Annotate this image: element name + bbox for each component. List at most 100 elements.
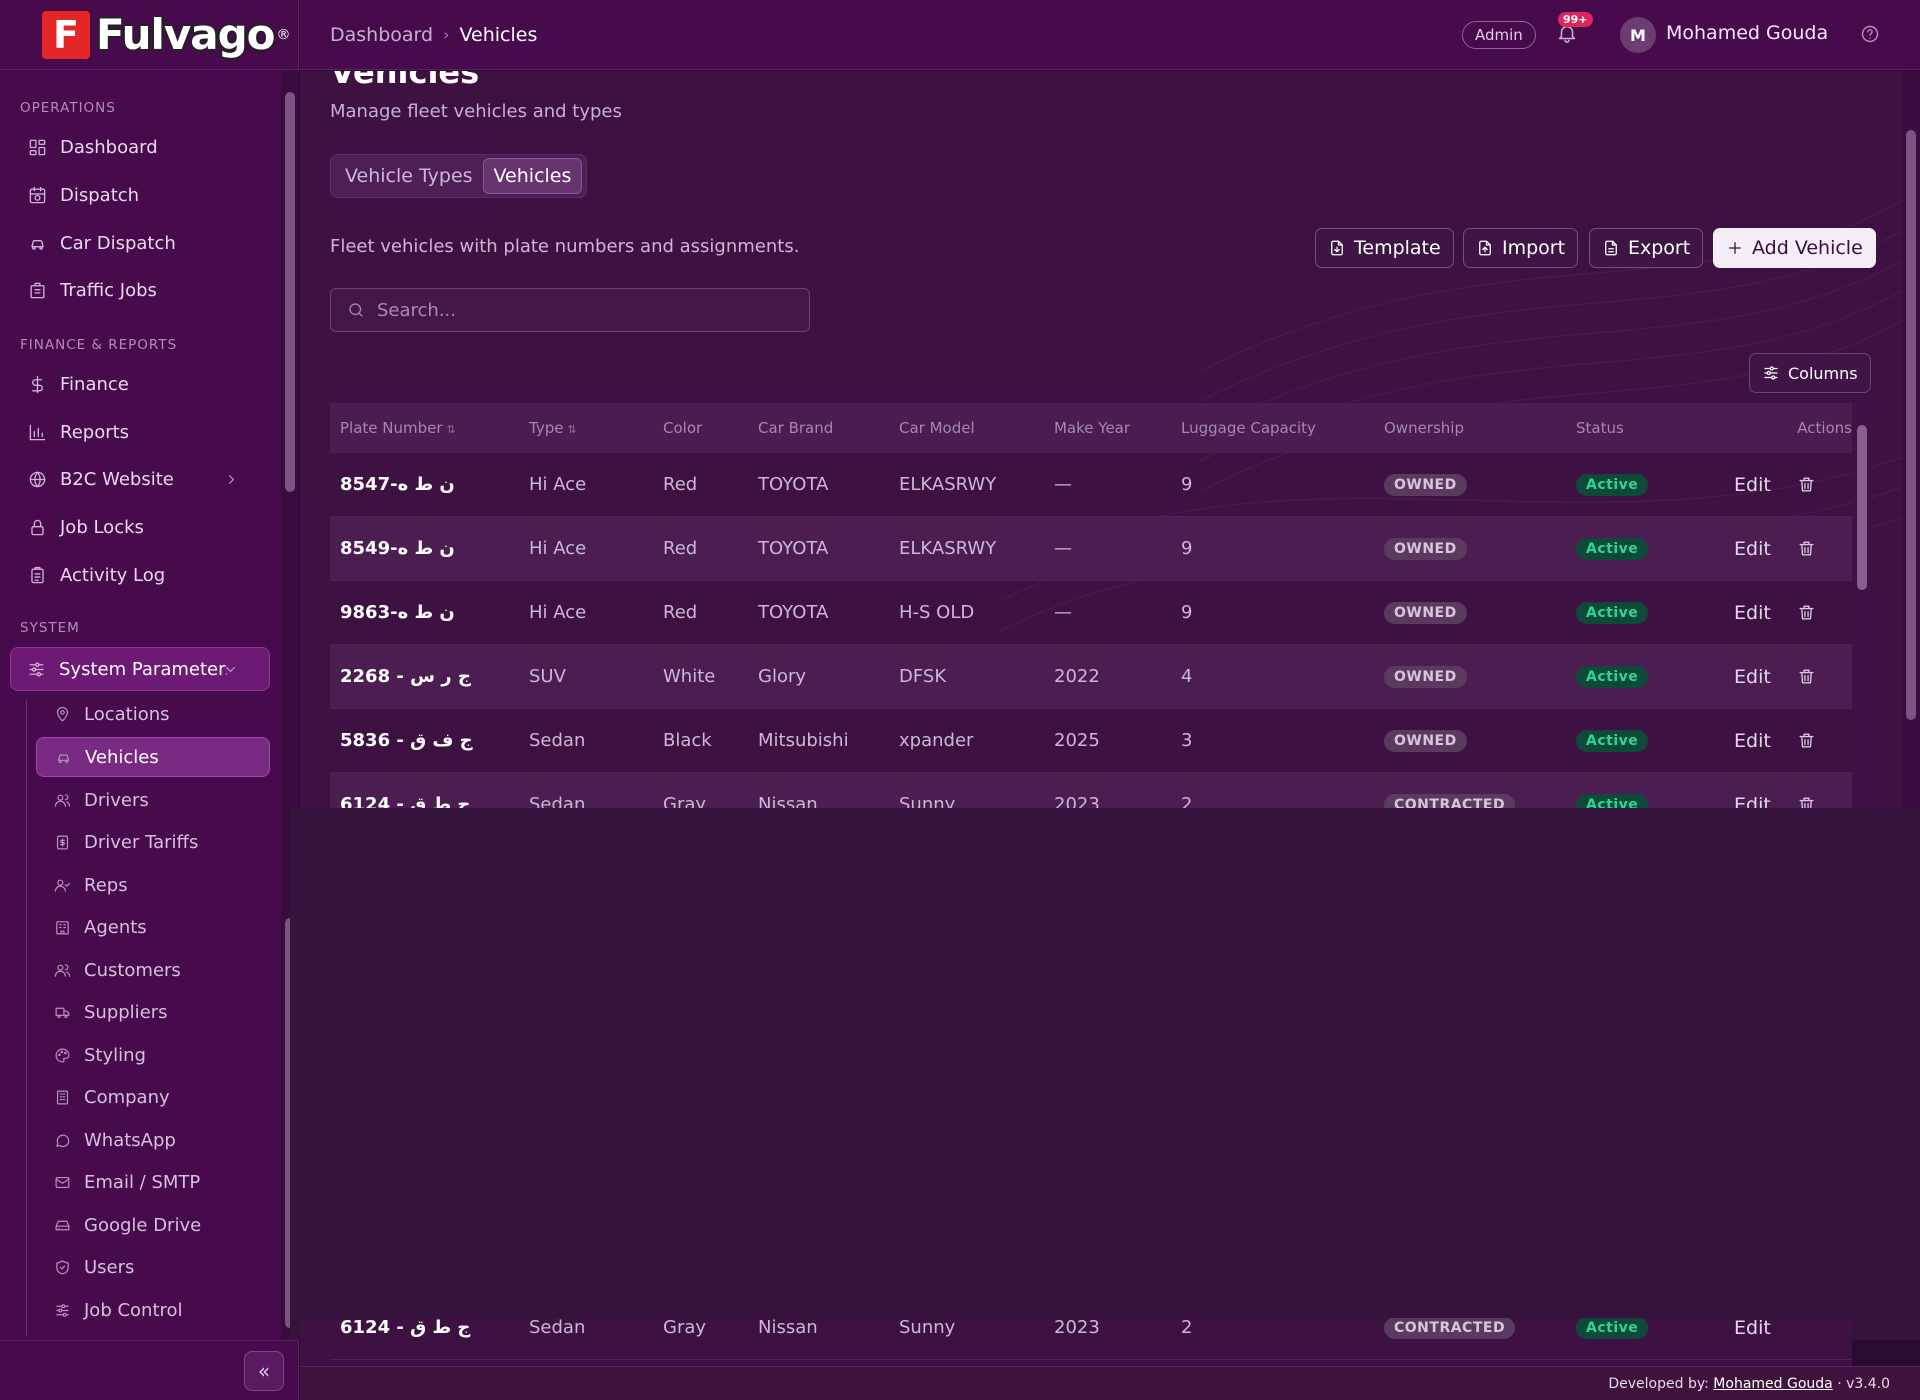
main-scroll-thumb[interactable] [1906,130,1916,720]
table-scroll-thumb[interactable] [1857,425,1867,590]
user-name[interactable]: Mohamed Gouda [1666,22,1829,44]
table-row[interactable]: 6124 - ج ط ق Sedan Gray Nissan Sunny 202… [330,1318,1852,1360]
edit-link[interactable]: Edit [1734,601,1771,624]
add-vehicle-button[interactable]: Add Vehicle [1713,228,1876,268]
logo-mark: F [42,10,90,59]
sidebar-scroll-thumb[interactable] [285,92,295,492]
sidebar-item-dashboard[interactable]: Dashboard [12,127,270,167]
sidebar-item-car-dispatch[interactable]: Car Dispatch [12,223,270,263]
sidebar-subitem-whatsapp[interactable]: WhatsApp [36,1120,270,1160]
trash-icon[interactable] [1797,603,1816,622]
cell-type: Hi Ace [529,538,587,559]
edit-link[interactable]: Edit [1734,729,1771,752]
bell-icon[interactable] [1556,22,1578,44]
file-upload-icon [1476,239,1494,257]
sidebar-subitem-users[interactable]: Users [36,1247,270,1287]
sidebar-subitem-customers[interactable]: Customers [36,950,270,990]
logo[interactable]: F Fulvago ® [0,0,298,70]
search-input[interactable] [377,299,777,321]
edit-link[interactable]: Edit [1734,537,1771,560]
cell-ownership: OWNED [1374,729,1566,752]
sidebar-item-b2c-website[interactable]: B2C Website [12,459,270,499]
table-row[interactable]: 8547-ن ط ه Hi Ace Red TOYOTA ELKASRWY — 9 OWNED… [330,453,1852,517]
column-header-plate[interactable]: Plate Number ⇅ [330,419,519,437]
sidebar-subitem-label: Users [84,1256,135,1278]
sidebar-subitem-email-smtp[interactable]: Email / SMTP [36,1162,270,1202]
table-row[interactable]: 2268 - ج ر س SUV White Glory DFSK 2022 4 OWNED A… [330,645,1852,709]
collapse-sidebar-button[interactable]: « [244,1351,284,1391]
table-body: 8547-ن ط ه Hi Ace Red TOYOTA ELKASRWY — 9 OWNED… [330,453,1852,808]
trash-icon[interactable] [1797,475,1816,494]
table-row[interactable]: 5836 - ج ف ق Sedan Black Mitsubishi xpander 2… [330,709,1852,773]
cell-color: Red [663,538,698,559]
sidebar-subitem-job-control[interactable]: Job Control [36,1290,270,1330]
tab-vehicle-types[interactable]: Vehicle Types [345,165,473,187]
trash-icon[interactable] [1797,795,1816,808]
sort-icon[interactable]: ⇅ [446,423,456,436]
column-header-type[interactable]: Type ⇅ [519,419,653,437]
cell-color: Red [663,474,698,495]
trash-icon[interactable] [1797,539,1816,558]
cell-ownership: OWNED [1374,665,1566,688]
registered-mark: ® [276,26,291,43]
trash-icon[interactable] [1797,667,1816,686]
chevron-right-icon [220,472,242,487]
sidebar-item-traffic-jobs[interactable]: Traffic Jobs [12,270,270,310]
sidebar-subitem-agents[interactable]: Agents [36,907,270,947]
table-row[interactable]: 9863-ن ط ه Hi Ace Red TOYOTA H-S OLD — 9 OWNED A… [330,581,1852,645]
sidebar-item-system-parameters[interactable]: System Parameters [10,647,270,691]
edit-link[interactable]: Edit [1734,665,1771,688]
author-link[interactable]: Mohamed Gouda [1713,1375,1833,1392]
edit-link[interactable]: Edit [1734,793,1771,809]
sidebar-subitem-vehicles[interactable]: Vehicles [36,737,270,777]
sidebar-item-reports[interactable]: Reports [12,412,270,452]
trash-icon[interactable] [1797,731,1816,750]
cell-plate: 6124 - ج ط ق [340,794,471,808]
column-header-brand: Car Brand [758,419,834,437]
top-bar: Dashboard › Vehicles Admin 99+ M Mohamed… [300,0,1920,70]
ownership-badge: OWNED [1384,730,1467,752]
columns-button[interactable]: Columns [1749,353,1871,393]
import-button[interactable]: Import [1463,228,1579,268]
sidebar-subitem-driver-tariffs[interactable]: Driver Tariffs [36,822,270,862]
status-badge: Active [1576,730,1649,752]
globe-icon [26,470,48,489]
sidebar-subitem-label: Driver Tariffs [84,831,199,853]
edit-link[interactable]: Edit [1734,473,1771,496]
search-field[interactable] [330,288,810,332]
file-download-icon [1328,239,1346,257]
column-header-model: Car Model [899,419,975,437]
car-icon [26,234,48,253]
sidebar-item-finance[interactable]: Finance [12,364,270,404]
sidebar: F Fulvago ® OPERATIONS Dashboard Dispatc… [0,0,299,1400]
sort-icon[interactable]: ⇅ [567,423,577,436]
tab-vehicles[interactable]: Vehicles [482,158,583,194]
avatar[interactable]: M [1620,17,1656,53]
sidebar-subitem-locations[interactable]: Locations [36,694,270,734]
table-row[interactable]: 6124 - ج ط ق Sedan Gray Nissan Sunny 2023 2 CON… [330,773,1852,808]
sidebar-subitem-drivers[interactable]: Drivers [36,780,270,820]
sidebar-subitem-suppliers[interactable]: Suppliers [36,992,270,1032]
cell-luggage: 9 [1181,602,1193,623]
template-button[interactable]: Template [1315,228,1454,268]
section-system: SYSTEM [20,620,80,636]
sidebar-subitem-company[interactable]: Company [36,1077,270,1117]
breadcrumb-dashboard[interactable]: Dashboard [330,23,434,46]
sidebar-item-activity-log[interactable]: Activity Log [12,555,270,595]
clock-calendar-icon [26,186,48,205]
sidebar-subitem-styling[interactable]: Styling [36,1035,270,1075]
cell-luggage: 2 [1181,794,1193,808]
sidebar-subitem-label: Suppliers [84,1001,168,1023]
cell-brand: TOYOTA [758,538,829,559]
help-icon[interactable] [1860,24,1880,44]
export-button[interactable]: Export [1589,228,1704,268]
sidebar-item-dispatch[interactable]: Dispatch [12,175,270,215]
sidebar-subitem-label: Styling [84,1044,146,1066]
table-row[interactable]: 8549-ن ط ه Hi Ace Red TOYOTA ELKASRWY — 9 OWNED… [330,517,1852,581]
sidebar-subitem-label: Job Control [84,1299,183,1321]
sidebar-subitem-reps[interactable]: Reps [36,865,270,905]
edit-link[interactable]: Edit [1734,1318,1771,1339]
sidebar-subitem-google-drive[interactable]: Google Drive [36,1205,270,1245]
header-label: Plate Number [340,419,443,437]
sidebar-item-job-locks[interactable]: Job Locks [12,507,270,547]
